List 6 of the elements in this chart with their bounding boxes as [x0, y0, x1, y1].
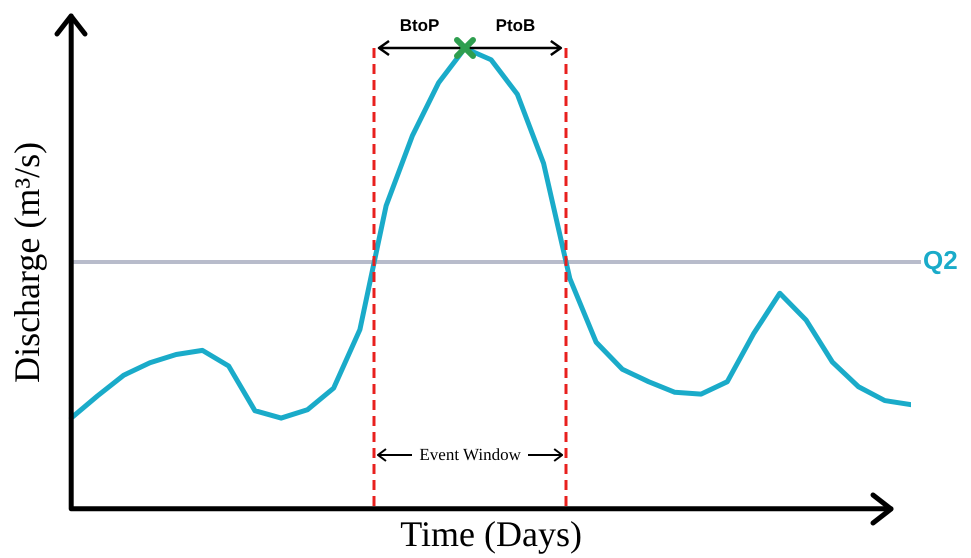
annotation: Event Window	[419, 444, 521, 465]
ref-line-label: Q2	[923, 245, 958, 276]
y-axis-title: Discharge (m³/s)	[7, 142, 48, 383]
text: PtoB	[496, 16, 536, 36]
text: BtoP	[400, 16, 440, 36]
x-axis-title: Time (Days)	[400, 514, 582, 554]
